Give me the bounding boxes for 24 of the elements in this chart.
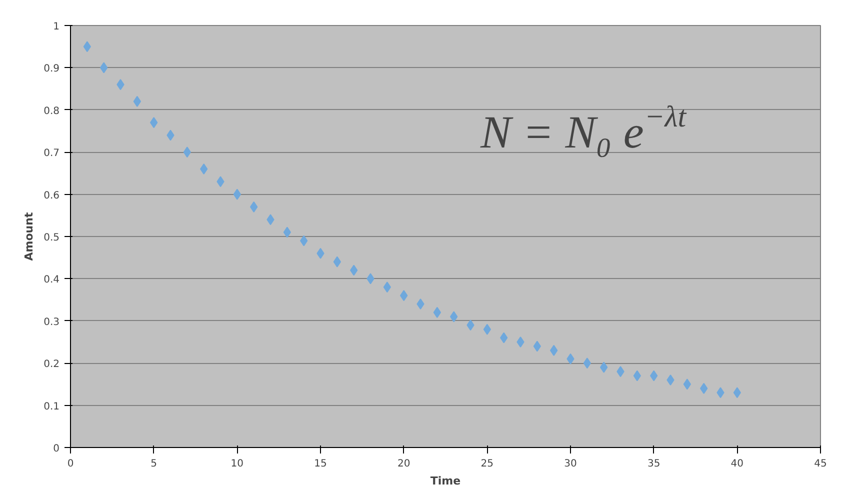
x-tick-label: 0 bbox=[67, 458, 74, 470]
y-tick-label: 0.1 bbox=[44, 401, 60, 412]
y-tick-label: 0.8 bbox=[44, 106, 60, 117]
y-tick-label: 0 bbox=[53, 444, 60, 454]
y-tick-label: 0.5 bbox=[44, 232, 60, 244]
y-tick-label: 0.2 bbox=[44, 359, 60, 370]
x-tick-label: 5 bbox=[150, 458, 158, 470]
y-tick-label: 0.7 bbox=[44, 148, 60, 160]
x-tick-label: 25 bbox=[480, 458, 494, 470]
y-tick-label: 0.6 bbox=[44, 190, 60, 202]
y-axis-title: Amount bbox=[22, 212, 36, 261]
x-tick-label: 15 bbox=[314, 458, 327, 470]
x-tick-label: 10 bbox=[230, 458, 244, 470]
y-tick-label: 0.9 bbox=[44, 64, 60, 75]
x-tick-label: 20 bbox=[397, 458, 410, 470]
point bbox=[516, 336, 524, 348]
y-tick-label: 0.4 bbox=[44, 274, 60, 286]
x-tick-label: 30 bbox=[564, 458, 577, 470]
y-tick-label: 1 bbox=[53, 22, 60, 32]
x-tick-label: 45 bbox=[814, 458, 827, 470]
y-tick-label: 0.3 bbox=[44, 316, 60, 328]
x-tick-label: 40 bbox=[730, 458, 744, 470]
x-axis-title: Time bbox=[430, 474, 461, 488]
x-tick-label: 35 bbox=[647, 458, 660, 470]
